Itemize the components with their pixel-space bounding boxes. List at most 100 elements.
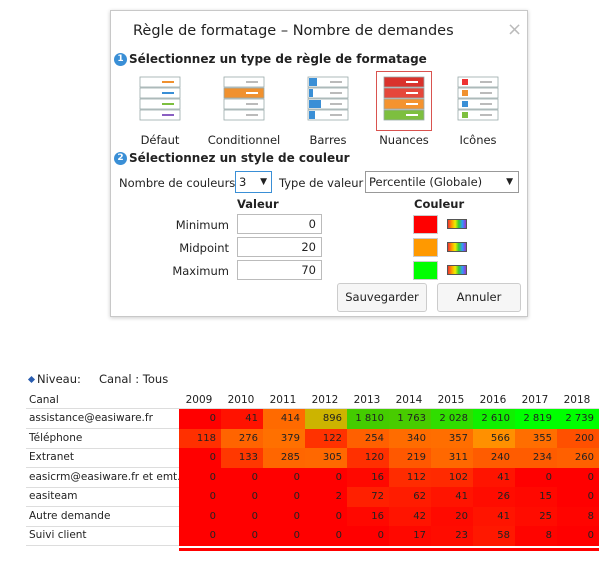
table-cell: 41 (221, 409, 263, 429)
button[interactable]: Sauvegarder (337, 283, 427, 312)
icon-mark (406, 103, 418, 105)
table-cell: 414 (263, 409, 305, 429)
table-cell: 0 (221, 487, 263, 507)
palette-icon[interactable] (447, 242, 467, 252)
icon-row (307, 98, 349, 110)
table-cell: 20 (431, 506, 473, 526)
selected-frame (376, 71, 432, 131)
row-line (26, 525, 179, 527)
icon-mark (480, 103, 492, 105)
icon-mark (330, 81, 342, 83)
table-cell: 219 (389, 448, 431, 468)
close-button[interactable]: × (507, 19, 523, 40)
table-cell: 240 (473, 448, 515, 468)
color-count-label: Nombre de couleurs (119, 176, 236, 190)
column-header: Canal (29, 394, 59, 406)
icon-symbol (462, 79, 468, 85)
icon-row (139, 98, 181, 110)
table-cell: 379 (263, 428, 305, 448)
table-cell: 133 (221, 448, 263, 468)
button[interactable]: Annuler (437, 283, 521, 312)
row-label: easiteam (29, 490, 78, 502)
table-cell: 62 (389, 487, 431, 507)
step-number: 2 (114, 152, 127, 165)
color-swatch[interactable] (413, 238, 438, 257)
icon-row (139, 76, 181, 88)
table-cell: 23 (431, 526, 473, 546)
table-cell: 58 (473, 526, 515, 546)
threshold-input[interactable]: 70 (237, 260, 322, 280)
table-cell: 260 (557, 448, 599, 468)
table-cell: 566 (473, 428, 515, 448)
icon-row (223, 76, 265, 88)
icon-mark (406, 114, 418, 116)
rule-type-label[interactable]: Icônes (459, 133, 497, 147)
level-value: Canal : Tous (99, 372, 169, 386)
step-label: Sélectionnez un style de couleur (129, 151, 350, 165)
threshold-input[interactable]: 0 (237, 214, 322, 234)
rule-icon[interactable] (455, 75, 501, 123)
table-cell: 17 (389, 526, 431, 546)
column-header: 2013 (353, 394, 381, 406)
value-type-select[interactable]: Percentile (Globale) ▼ (365, 171, 519, 193)
rule-type-label[interactable]: Conditionnel (207, 133, 281, 147)
palette-icon[interactable] (447, 265, 467, 275)
column-header: 2018 (563, 394, 591, 406)
palette-icon[interactable] (447, 219, 467, 229)
color-swatch[interactable] (413, 261, 438, 280)
color-swatch[interactable] (413, 215, 438, 234)
icon-mark (162, 114, 174, 116)
table-cell: 0 (263, 467, 305, 487)
table-cell: 0 (347, 526, 389, 546)
icon-row (457, 87, 499, 99)
table-cell: 0 (557, 487, 599, 507)
dialog: Règle de formatage – Nombre de demandes ×… (110, 10, 528, 317)
level-label: Niveau: (37, 372, 81, 386)
dropdown-arrow: ▼ (260, 177, 267, 187)
table-cell: 2 610 (473, 409, 515, 429)
table-cell: 0 (179, 487, 221, 507)
table-cell: 0 (263, 487, 305, 507)
table-cell: 8 (515, 526, 557, 546)
table-cell: 42 (389, 506, 431, 526)
table-cell: 311 (431, 448, 473, 468)
table-cell: 0 (305, 506, 347, 526)
row-label: Extranet (29, 451, 74, 463)
icon-symbol (462, 90, 468, 96)
icon-row (383, 76, 425, 88)
row-label: Téléphone (29, 431, 83, 444)
table-cell: 896 (305, 409, 347, 429)
row-label: easicrm@easiware.fr et emt. (29, 470, 181, 483)
table-cell: 16 (347, 467, 389, 487)
color-count-select[interactable]: 3 ▼ (235, 171, 272, 193)
table-cell: 120 (347, 448, 389, 468)
table-cell: 41 (431, 487, 473, 507)
threshold-input[interactable]: 20 (237, 237, 322, 257)
table-cell: 122 (305, 428, 347, 448)
rule-icon[interactable] (137, 75, 183, 123)
table-cell: 15 (515, 487, 557, 507)
table-cell: 2 028 (431, 409, 473, 429)
dialog-title: Règle de formatage – Nombre de demandes (133, 23, 454, 39)
table-cell: 0 (221, 526, 263, 546)
row-line (26, 506, 179, 507)
icon-mark (330, 114, 342, 116)
icon-bar (309, 111, 315, 119)
value-header: Valeur (237, 197, 279, 211)
rule-icon[interactable] (221, 75, 267, 123)
table-cell: 355 (515, 428, 557, 448)
column-header: 2014 (395, 394, 423, 406)
rule-type-label[interactable]: Nuances (379, 133, 429, 147)
rule-icon[interactable] (381, 75, 427, 123)
column-header: 2009 (185, 394, 213, 406)
icon-row (223, 98, 265, 110)
icon-row (223, 87, 265, 99)
table-cell: 2 (305, 487, 347, 507)
table-cell: 0 (179, 448, 221, 468)
column-header: 2015 (437, 394, 465, 406)
rule-type-label[interactable]: Défaut (140, 133, 180, 147)
rule-icon[interactable] (305, 75, 351, 123)
table-cell: 0 (179, 467, 221, 487)
rule-type-label[interactable]: Barres (309, 133, 347, 147)
